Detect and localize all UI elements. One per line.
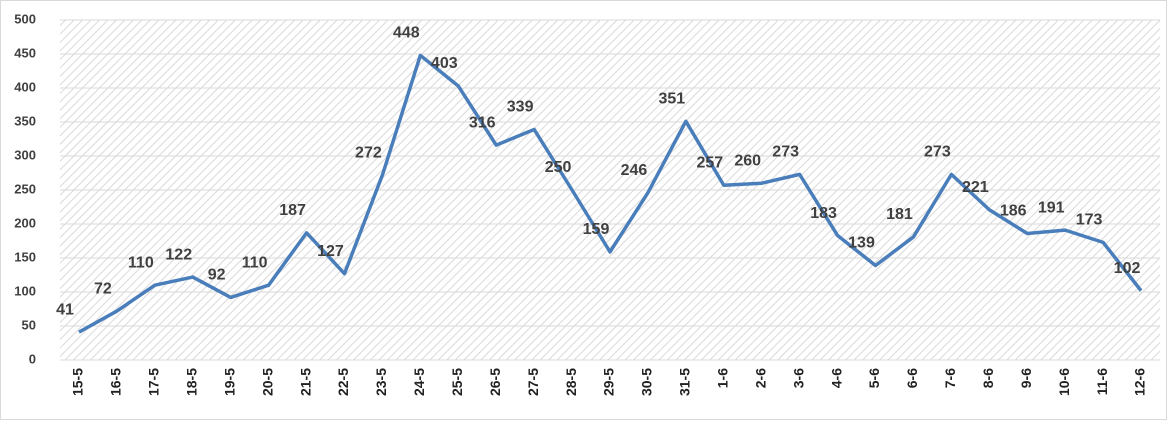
- data-label: 260: [734, 152, 761, 169]
- x-tick-label: 23-5: [373, 368, 389, 396]
- y-tick-label: 100: [14, 283, 36, 298]
- y-tick-label: 400: [14, 79, 36, 94]
- data-label: 173: [1076, 212, 1103, 229]
- data-label: 273: [772, 144, 799, 161]
- x-tick-label: 15-5: [70, 368, 86, 396]
- x-tick-label: 22-5: [335, 368, 351, 396]
- x-tick-label: 3-6: [790, 368, 806, 388]
- y-tick-label: 250: [14, 181, 36, 196]
- x-tick-label: 4-6: [828, 368, 844, 388]
- data-label: 159: [583, 221, 610, 238]
- x-tick-label: 8-6: [980, 368, 996, 388]
- data-label: 273: [924, 144, 951, 161]
- y-tick-label: 300: [14, 147, 36, 162]
- data-label: 139: [848, 235, 875, 252]
- x-tick-label: 27-5: [525, 368, 541, 396]
- data-label: 191: [1038, 199, 1065, 216]
- x-tick-label: 6-6: [904, 368, 920, 388]
- x-tick-label: 19-5: [221, 368, 237, 396]
- data-label: 250: [545, 159, 572, 176]
- data-label: 110: [128, 254, 154, 271]
- y-tick-label: 500: [14, 11, 36, 26]
- x-tick-label: 28-5: [563, 368, 579, 396]
- x-tick-label: 12-6: [1132, 368, 1148, 396]
- data-label: 102: [1114, 260, 1141, 277]
- data-label: 92: [208, 267, 226, 284]
- y-tick-label: 0: [29, 351, 36, 366]
- data-label: 72: [94, 280, 112, 297]
- x-tick-label: 20-5: [259, 368, 275, 396]
- x-tick-label: 2-6: [752, 368, 768, 388]
- x-tick-label: 21-5: [297, 368, 313, 396]
- x-tick-label: 30-5: [639, 368, 655, 396]
- data-label: 448: [393, 25, 420, 42]
- x-tick-label: 1-6: [714, 368, 730, 388]
- x-tick-label: 24-5: [411, 368, 427, 396]
- data-line: [78, 53, 1143, 334]
- data-label: 339: [507, 99, 534, 116]
- x-tick-label: 9-6: [1018, 368, 1034, 388]
- data-label: 221: [962, 179, 989, 196]
- x-tick-label: 16-5: [108, 368, 124, 396]
- data-label: 110: [242, 254, 268, 271]
- data-label: 316: [469, 114, 496, 131]
- x-tick-label: 11-6: [1094, 368, 1110, 395]
- x-tick-label: 10-6: [1056, 368, 1072, 396]
- data-label: 246: [621, 162, 648, 179]
- data-label: 181: [886, 206, 913, 223]
- y-tick-label: 450: [14, 45, 36, 60]
- data-label: 351: [659, 91, 686, 108]
- x-tick-label: 7-6: [942, 368, 958, 388]
- data-label: 272: [355, 144, 382, 161]
- data-label: 186: [1000, 203, 1027, 220]
- data-label: 122: [165, 246, 192, 263]
- x-tick-label: 17-5: [146, 368, 162, 396]
- data-label: 183: [810, 205, 837, 222]
- x-tick-label: 25-5: [449, 368, 465, 396]
- data-label: 187: [279, 202, 306, 219]
- data-label: 41: [56, 301, 74, 318]
- y-tick-label: 200: [14, 215, 36, 230]
- x-tick-label: 29-5: [601, 368, 617, 396]
- data-label: 403: [431, 55, 458, 72]
- x-tick-label: 5-6: [866, 368, 882, 388]
- data-label: 127: [317, 243, 344, 260]
- x-tick-label: 26-5: [487, 368, 503, 396]
- y-tick-label: 350: [14, 113, 36, 128]
- x-tick-label: 31-5: [677, 368, 693, 396]
- data-label: 257: [696, 154, 723, 171]
- y-tick-label: 150: [14, 249, 36, 264]
- x-tick-label: 18-5: [183, 368, 199, 396]
- y-tick-label: 50: [22, 317, 36, 332]
